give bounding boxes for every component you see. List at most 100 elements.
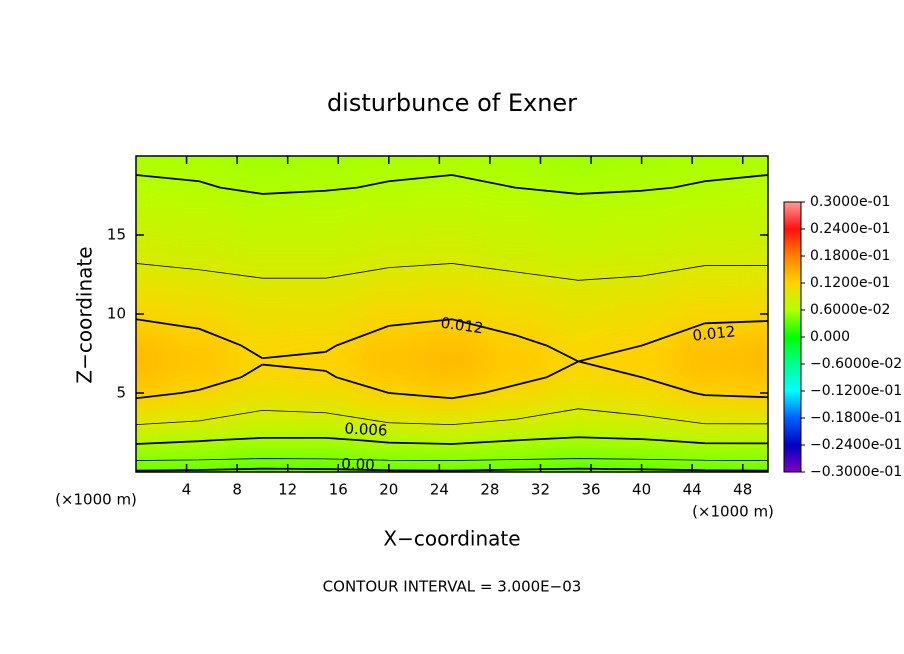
field-cell xyxy=(736,203,768,236)
field-cell xyxy=(610,235,674,268)
field-cell xyxy=(294,235,358,268)
field-cell xyxy=(736,448,768,465)
field-cell xyxy=(546,203,611,236)
field-cell xyxy=(736,353,768,370)
field-cell xyxy=(294,385,358,402)
field-cell xyxy=(673,298,737,331)
field-cell xyxy=(610,432,674,449)
colorbar-frame xyxy=(783,201,802,473)
field-cell xyxy=(420,400,485,418)
field-cell xyxy=(673,329,737,354)
colorbar-label: −0.1200e-01 xyxy=(810,383,902,399)
field-cell xyxy=(673,353,737,370)
field-cell xyxy=(546,171,611,204)
field-cell xyxy=(357,416,421,433)
field-cell xyxy=(610,266,674,299)
y-tick-label: 10 xyxy=(107,305,126,323)
colorbar-segment xyxy=(784,391,801,418)
contour-label: 0.006 xyxy=(344,419,388,439)
field-cell xyxy=(736,156,768,173)
field-cell xyxy=(673,235,737,268)
contour-line xyxy=(136,467,768,472)
field-cell xyxy=(294,156,358,173)
field-cell xyxy=(610,400,674,418)
field-cell xyxy=(294,416,358,433)
field-cell xyxy=(136,416,169,433)
field-cell xyxy=(167,235,232,268)
field-cell xyxy=(546,266,611,299)
field-cell xyxy=(420,156,485,173)
colorbar-segment xyxy=(784,337,801,364)
colorbar-segment xyxy=(784,310,801,337)
colorbar-segment xyxy=(784,418,801,445)
field-cell xyxy=(230,416,295,433)
field-cell xyxy=(420,329,485,354)
colorbar-label: −0.1800e-01 xyxy=(810,410,902,426)
field-cell xyxy=(673,369,737,386)
colorbar-label: 0.2400e-01 xyxy=(810,221,890,237)
field-cell xyxy=(546,432,611,449)
chart-title: disturbunce of Exner xyxy=(327,89,577,117)
field-cells xyxy=(136,156,768,472)
field-cell xyxy=(230,171,295,204)
x-tick-label: 32 xyxy=(531,481,550,499)
contour-line xyxy=(136,318,768,400)
field-cell xyxy=(546,298,611,331)
field-cell xyxy=(167,400,232,418)
field-cell xyxy=(136,464,169,472)
field-cell xyxy=(167,156,232,173)
field-cell xyxy=(546,156,611,173)
field-cell xyxy=(230,156,295,173)
field-cell xyxy=(294,432,358,449)
field-cell xyxy=(546,385,611,402)
field-cell xyxy=(610,298,674,331)
field-cell xyxy=(294,400,358,418)
field-cell xyxy=(736,416,768,433)
field-cell xyxy=(357,266,421,299)
field-cell xyxy=(420,266,485,299)
field-cell xyxy=(483,369,548,386)
colorbar-label: 0.1200e-01 xyxy=(810,275,890,291)
field-cell xyxy=(483,464,548,472)
field-cell xyxy=(420,203,485,236)
field-cell xyxy=(136,432,169,449)
contour-line xyxy=(136,458,768,461)
x-tick-label: 24 xyxy=(430,481,449,499)
field-cell xyxy=(136,400,169,418)
field-cell xyxy=(420,369,485,386)
colorbar-segment xyxy=(784,202,801,229)
field-cell xyxy=(546,416,611,433)
field-cell xyxy=(230,298,295,331)
field-cell xyxy=(483,448,548,465)
field-cell xyxy=(357,400,421,418)
field-cell xyxy=(673,464,737,472)
contour-label: 0.012 xyxy=(440,314,485,338)
field-cell xyxy=(294,298,358,331)
field-cell xyxy=(357,353,421,370)
x-tick-label: 4 xyxy=(182,481,192,499)
field-cell xyxy=(230,329,295,354)
field-cell xyxy=(673,416,737,433)
x-tick-label: 40 xyxy=(632,481,651,499)
field-cell xyxy=(136,203,169,236)
colorbar-segment xyxy=(784,364,801,391)
x-tick-label: 36 xyxy=(581,481,600,499)
colorbar-label: 0.3000e-01 xyxy=(810,194,890,210)
field-cell xyxy=(136,353,169,370)
y-tick-label: 5 xyxy=(116,384,126,402)
field-cell xyxy=(167,416,232,433)
field-cell xyxy=(167,464,232,472)
field-cell xyxy=(420,464,485,472)
field-cell xyxy=(546,235,611,268)
field-cell xyxy=(546,369,611,386)
field-cell xyxy=(420,353,485,370)
field xyxy=(136,156,768,472)
field-cell xyxy=(673,171,737,204)
field-cell xyxy=(230,235,295,268)
x-tick-label: 20 xyxy=(379,481,398,499)
contours xyxy=(136,174,768,472)
field-cell xyxy=(673,448,737,465)
y-tick-label: 15 xyxy=(107,226,126,244)
field-cell xyxy=(673,266,737,299)
